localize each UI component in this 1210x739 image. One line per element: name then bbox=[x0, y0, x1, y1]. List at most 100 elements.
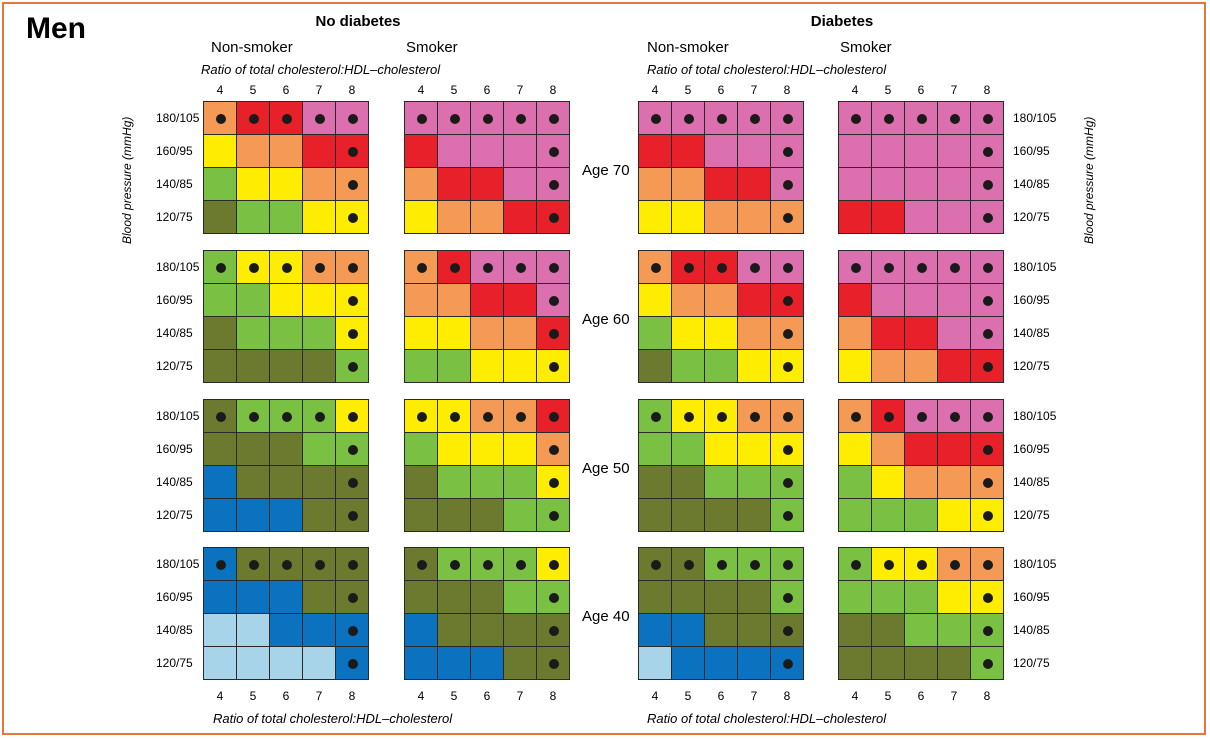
heatmap-cell bbox=[269, 134, 303, 168]
subtitle-diab-nonsmoker: Non-smoker bbox=[647, 39, 729, 56]
heatmap-cell bbox=[838, 316, 872, 350]
column-tick-top: 8 bbox=[783, 83, 791, 97]
heatmap-dot bbox=[549, 560, 559, 570]
heatmap-cell bbox=[470, 498, 504, 532]
heatmap-cell bbox=[671, 498, 705, 532]
heatmap-dot bbox=[717, 560, 727, 570]
heatmap-cell bbox=[404, 283, 438, 317]
heatmap-cell bbox=[536, 349, 570, 383]
heatmap-cell bbox=[770, 349, 804, 383]
heatmap-dot bbox=[917, 114, 927, 124]
heatmap-cell bbox=[470, 283, 504, 317]
heatmap-cell bbox=[536, 547, 570, 581]
column-tick-top: 8 bbox=[549, 83, 557, 97]
row-label-left: 160/95 bbox=[156, 144, 193, 158]
heatmap-cell bbox=[904, 613, 938, 647]
heatmap-cell bbox=[638, 349, 672, 383]
group-title-no-diabetes: No diabetes bbox=[315, 13, 401, 30]
heatmap-cell bbox=[904, 399, 938, 433]
heatmap-cell bbox=[203, 547, 237, 581]
heatmap-dot bbox=[483, 114, 493, 124]
heatmap-cell bbox=[737, 200, 771, 234]
heatmap-cell bbox=[335, 432, 369, 466]
heatmap-cell bbox=[671, 399, 705, 433]
heatmap-cell bbox=[470, 547, 504, 581]
heatmap-cell bbox=[770, 250, 804, 284]
row-label-right: 140/85 bbox=[1013, 623, 1050, 637]
heatmap-dot bbox=[651, 114, 661, 124]
heatmap-cell bbox=[503, 432, 537, 466]
heatmap-dot bbox=[315, 114, 325, 124]
heatmap-cell bbox=[937, 167, 971, 201]
heatmap-cell bbox=[269, 399, 303, 433]
heatmap-dot bbox=[783, 560, 793, 570]
heatmap-cell bbox=[904, 432, 938, 466]
row-label-left: 140/85 bbox=[156, 475, 193, 489]
heatmap-cell bbox=[937, 646, 971, 680]
heatmap-cell bbox=[638, 547, 672, 581]
heatmap-cell bbox=[638, 580, 672, 614]
heatmap-cell bbox=[970, 465, 1004, 499]
heatmap-cell bbox=[704, 547, 738, 581]
heatmap-cell bbox=[236, 580, 270, 614]
heatmap-cell bbox=[638, 399, 672, 433]
heatmap-cell bbox=[236, 250, 270, 284]
heatmap-cell bbox=[737, 283, 771, 317]
heatmap-dot bbox=[249, 560, 259, 570]
heatmap-cell bbox=[470, 432, 504, 466]
heatmap-cell bbox=[704, 613, 738, 647]
heatmap-dot bbox=[549, 659, 559, 669]
heatmap-dot bbox=[549, 362, 559, 372]
heatmap-cell bbox=[269, 167, 303, 201]
heatmap-dot bbox=[950, 114, 960, 124]
column-tick-top: 5 bbox=[450, 83, 458, 97]
column-tick-top: 6 bbox=[282, 83, 290, 97]
column-tick-bottom: 6 bbox=[917, 689, 925, 703]
heatmap-cell bbox=[904, 580, 938, 614]
age-label: Age 40 bbox=[582, 608, 630, 625]
heatmap-cell bbox=[203, 465, 237, 499]
heatmap-cell bbox=[302, 250, 336, 284]
heatmap-dot bbox=[450, 114, 460, 124]
heatmap-cell bbox=[638, 646, 672, 680]
row-label-left: 120/75 bbox=[156, 656, 193, 670]
heatmap-cell bbox=[269, 200, 303, 234]
heatmap-cell bbox=[770, 547, 804, 581]
heatmap-cell bbox=[737, 465, 771, 499]
heatmap-cell bbox=[937, 498, 971, 532]
row-label-right: 120/75 bbox=[1013, 210, 1050, 224]
heatmap-cell bbox=[838, 432, 872, 466]
heatmap-cell bbox=[203, 613, 237, 647]
heatmap-cell bbox=[671, 200, 705, 234]
age-label: Age 50 bbox=[582, 460, 630, 477]
heatmap-dot bbox=[549, 296, 559, 306]
heatmap-cell bbox=[404, 465, 438, 499]
heatmap-cell bbox=[704, 580, 738, 614]
heatmap-cell bbox=[437, 580, 471, 614]
heatmap-cell bbox=[302, 646, 336, 680]
heatmap-cell bbox=[302, 547, 336, 581]
row-label-right: 180/105 bbox=[1013, 260, 1057, 274]
heatmap-cell bbox=[970, 613, 1004, 647]
heatmap-dot bbox=[783, 659, 793, 669]
column-tick-top: 7 bbox=[950, 83, 958, 97]
heatmap-cell bbox=[236, 498, 270, 532]
heatmap-dot bbox=[783, 147, 793, 157]
heatmap-cell bbox=[536, 101, 570, 135]
column-tick-top: 6 bbox=[483, 83, 491, 97]
heatmap-cell bbox=[838, 465, 872, 499]
heatmap-dot bbox=[249, 114, 259, 124]
heatmap-cell bbox=[671, 349, 705, 383]
column-tick-bottom: 4 bbox=[417, 689, 425, 703]
heatmap-cell bbox=[770, 432, 804, 466]
heatmap-cell bbox=[404, 316, 438, 350]
heatmap-cell bbox=[904, 547, 938, 581]
figure-title: Men bbox=[26, 12, 86, 45]
heatmap-dot bbox=[983, 263, 993, 273]
heatmap-cell bbox=[638, 134, 672, 168]
heatmap-cell bbox=[638, 465, 672, 499]
heatmap-dot bbox=[983, 412, 993, 422]
heatmap-cell bbox=[404, 167, 438, 201]
column-tick-top: 4 bbox=[216, 83, 224, 97]
heatmap-cell bbox=[503, 200, 537, 234]
